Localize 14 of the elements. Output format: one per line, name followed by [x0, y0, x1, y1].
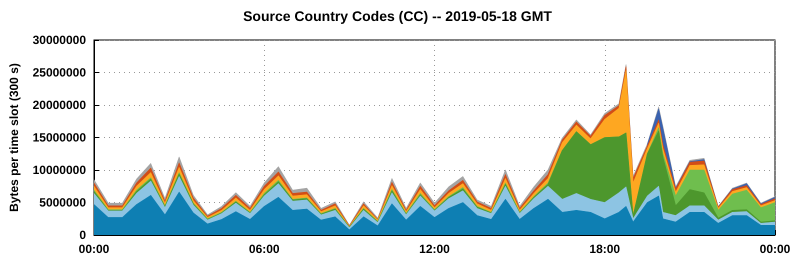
x-tick-label: 00:00 — [760, 242, 791, 256]
y-tick-label: 10000000 — [32, 163, 86, 177]
chart-title: Source Country Codes (CC) -- 2019-05-18 GMT — [243, 8, 552, 24]
y-tick-label: 0 — [79, 228, 86, 242]
y-tick-label: 30000000 — [32, 33, 86, 47]
y-tick-label: 15000000 — [32, 130, 86, 144]
x-tick-label: 18:00 — [589, 242, 620, 256]
x-tick-label: 00:00 — [78, 242, 110, 256]
x-tick-label: 12:00 — [419, 242, 450, 256]
y-axis-title: Bytes per time slot (300 s) — [7, 63, 21, 212]
y-tick-label: 5000000 — [39, 196, 86, 210]
y-tick-label: 25000000 — [32, 66, 86, 80]
x-tick-label: 06:00 — [248, 242, 280, 256]
y-tick-label: 20000000 — [32, 98, 86, 112]
